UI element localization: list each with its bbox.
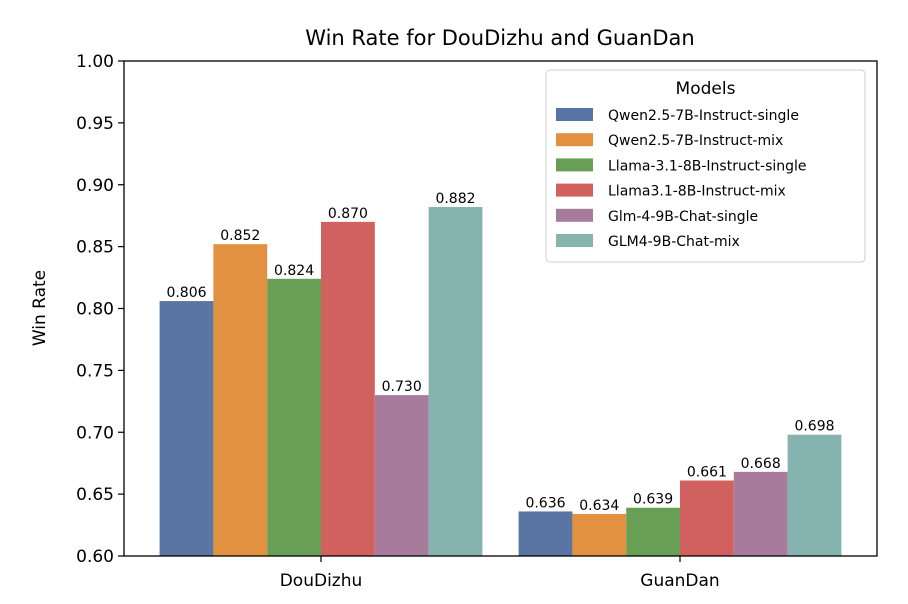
bar-value-label: 0.730 (382, 379, 422, 395)
bar (374, 395, 429, 556)
bar (680, 480, 734, 556)
y-tick-label: 0.75 (76, 361, 114, 381)
legend-box (545, 69, 866, 263)
bar (159, 301, 214, 556)
plot-frame (123, 60, 878, 557)
y-tick-label: 0.70 (76, 423, 114, 443)
bar-value-label: 0.882 (435, 191, 475, 207)
bar-value-label: 0.634 (579, 498, 619, 514)
y-tick-label: 0.60 (76, 547, 114, 567)
legend-entry-label: GLM4-9B-Chat-mix (608, 234, 740, 250)
bar-value-label: 0.824 (274, 263, 314, 279)
legend-entry-label: Qwen2.5-7B-Instruct-mix (608, 133, 783, 149)
legend-entry-label: Llama-3.1-8B-Instruct-single (608, 158, 807, 174)
y-tick-label: 0.85 (76, 238, 114, 258)
bar (787, 434, 842, 556)
y-tick-label: 0.80 (76, 300, 114, 320)
bar-value-label: 0.636 (525, 495, 565, 511)
legend-swatch (556, 183, 593, 197)
bar (572, 513, 627, 556)
bar (267, 278, 321, 556)
legend-entry-label: Glm-4-9B-Chat-single (608, 209, 758, 225)
bar-value-label: 0.661 (687, 465, 727, 481)
legend-entry-label: Llama3.1-8B-Instruct-mix (608, 184, 786, 200)
bars-layer (159, 207, 842, 556)
legend-swatch (556, 234, 593, 247)
bar-value-label: 0.852 (220, 228, 260, 244)
legend-swatch (556, 158, 593, 172)
legend-entry-label: Qwen2.5-7B-Instruct-single (608, 108, 799, 124)
bar (733, 471, 788, 556)
x-tick-label: DouDizhu (280, 571, 363, 591)
bar-value-label: 0.870 (328, 206, 368, 222)
ticks-layer: 0.60 0.65 0.70 0.75 0.80 0.85 0.90 0.95 1.00 DouD… (76, 52, 720, 591)
bar (518, 511, 573, 556)
chart-title: Win Rate for DouDizhu and GuanDan (305, 26, 694, 50)
bar-value-label: 0.698 (794, 419, 834, 435)
bar-value-label: 0.668 (741, 456, 781, 472)
bar (428, 207, 483, 556)
y-tick-label: 0.65 (76, 485, 114, 505)
bar-value-label: 0.806 (166, 285, 206, 301)
bar (321, 221, 375, 556)
legend-title: Models (676, 79, 736, 99)
y-tick-label: 0.95 (76, 114, 114, 134)
y-axis-label: Win Rate (30, 270, 50, 346)
y-tick-label: 0.90 (76, 176, 114, 196)
bar-labels-layer: 0.806 0.852 0.824 0.870 0.730 0.882 0.636 0.634… (166, 191, 834, 514)
x-tick-label: GuanDan (640, 571, 719, 591)
bar-value-label: 0.639 (633, 492, 673, 508)
legend: Models Qwen2.5-7B-Instruct-single Qwen2.5-… (545, 69, 866, 263)
bar (213, 244, 268, 556)
legend-swatch (556, 208, 593, 222)
legend-swatch (556, 133, 593, 147)
legend-swatch (556, 108, 593, 121)
y-tick-label: 1.00 (76, 52, 114, 72)
bar (626, 507, 680, 556)
